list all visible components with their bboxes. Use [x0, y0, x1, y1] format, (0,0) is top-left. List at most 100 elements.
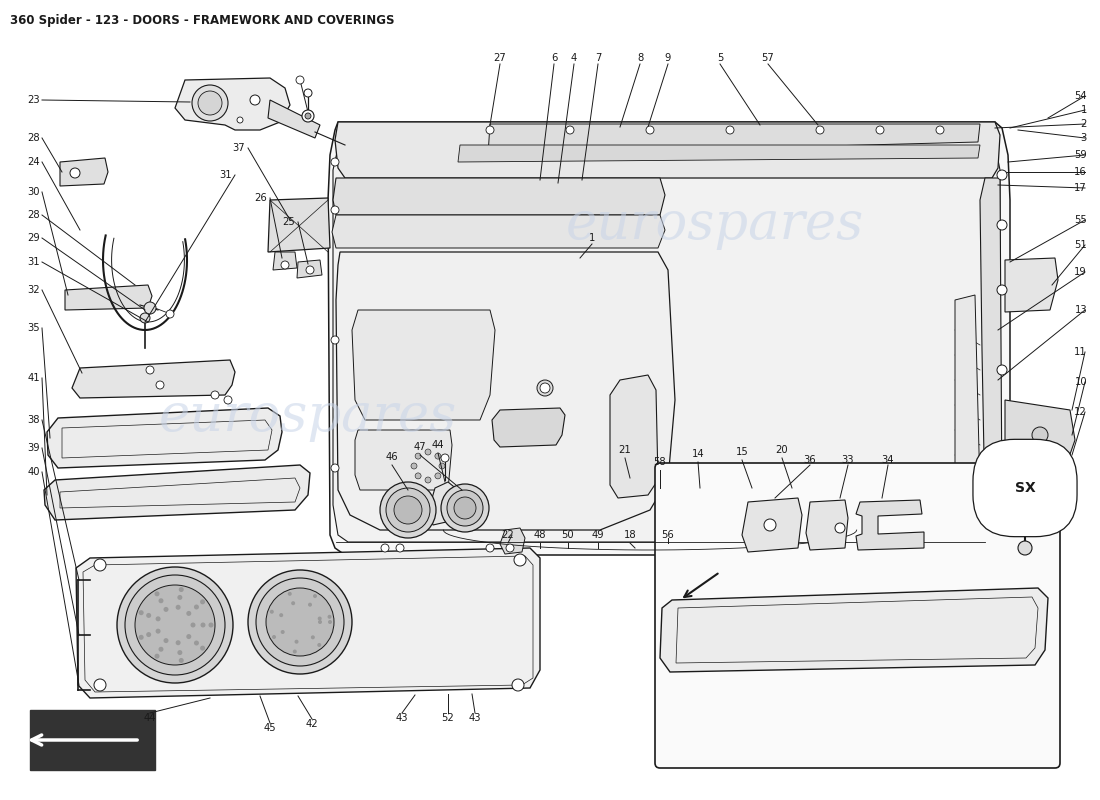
Text: 54: 54 — [1075, 91, 1087, 101]
Text: 56: 56 — [661, 530, 674, 540]
Circle shape — [311, 635, 315, 639]
Circle shape — [186, 634, 191, 639]
Text: eurospares: eurospares — [565, 198, 865, 250]
Polygon shape — [336, 252, 675, 530]
Circle shape — [135, 585, 214, 665]
Circle shape — [328, 620, 332, 624]
Circle shape — [305, 113, 311, 119]
Text: 44: 44 — [431, 440, 444, 450]
Text: 33: 33 — [842, 455, 855, 465]
Circle shape — [117, 567, 233, 683]
Text: 14: 14 — [692, 449, 704, 459]
Circle shape — [304, 89, 312, 97]
Circle shape — [415, 473, 421, 479]
Circle shape — [379, 482, 436, 538]
Circle shape — [179, 587, 184, 592]
Text: 52: 52 — [441, 713, 454, 723]
Circle shape — [302, 110, 313, 122]
Text: 16: 16 — [1075, 167, 1087, 177]
Circle shape — [288, 592, 292, 596]
Circle shape — [454, 497, 476, 519]
Circle shape — [540, 383, 550, 393]
Text: 1: 1 — [1080, 105, 1087, 115]
Circle shape — [514, 554, 526, 566]
Circle shape — [200, 622, 206, 627]
Circle shape — [200, 646, 205, 650]
Circle shape — [94, 679, 106, 691]
Text: 20: 20 — [776, 445, 789, 455]
Circle shape — [816, 126, 824, 134]
Text: 25: 25 — [283, 217, 295, 227]
Circle shape — [250, 95, 260, 105]
Text: 6: 6 — [551, 53, 558, 63]
Polygon shape — [333, 135, 1000, 542]
Polygon shape — [856, 500, 924, 550]
Polygon shape — [488, 124, 980, 155]
Circle shape — [158, 598, 164, 603]
Circle shape — [726, 126, 734, 134]
Text: 11: 11 — [1075, 347, 1087, 357]
Polygon shape — [428, 482, 462, 525]
Polygon shape — [355, 430, 452, 490]
Polygon shape — [806, 500, 848, 550]
Circle shape — [186, 611, 191, 616]
Text: 22: 22 — [502, 530, 515, 540]
Circle shape — [198, 91, 222, 115]
Circle shape — [328, 614, 331, 618]
Circle shape — [764, 519, 776, 531]
Circle shape — [425, 449, 431, 455]
Text: 40: 40 — [28, 467, 40, 477]
Circle shape — [425, 477, 431, 483]
Text: 41: 41 — [28, 373, 40, 383]
Polygon shape — [336, 122, 1000, 178]
Circle shape — [292, 602, 295, 606]
Text: 360 Spider - 123 - DOORS - FRAMEWORK AND COVERINGS: 360 Spider - 123 - DOORS - FRAMEWORK AND… — [10, 14, 395, 27]
Polygon shape — [955, 295, 980, 495]
Circle shape — [314, 594, 317, 598]
Circle shape — [997, 365, 1006, 375]
Polygon shape — [76, 548, 540, 698]
Text: 53: 53 — [1032, 455, 1044, 465]
Circle shape — [486, 126, 494, 134]
Circle shape — [192, 85, 228, 121]
Polygon shape — [610, 375, 658, 498]
Circle shape — [293, 650, 297, 654]
Circle shape — [295, 640, 298, 644]
Circle shape — [179, 658, 184, 663]
Text: 12: 12 — [1075, 407, 1087, 417]
Text: 47: 47 — [414, 442, 427, 452]
Text: 13: 13 — [1075, 305, 1087, 315]
Circle shape — [506, 544, 514, 552]
Circle shape — [411, 463, 417, 469]
Circle shape — [331, 206, 339, 214]
Circle shape — [211, 391, 219, 399]
Circle shape — [94, 559, 106, 571]
Text: 2: 2 — [1080, 119, 1087, 129]
Circle shape — [394, 496, 422, 524]
Polygon shape — [492, 408, 565, 447]
Circle shape — [256, 578, 344, 666]
Text: 23: 23 — [28, 95, 40, 105]
Text: 28: 28 — [28, 133, 40, 143]
Circle shape — [139, 610, 144, 615]
Text: 17: 17 — [1075, 183, 1087, 193]
Circle shape — [441, 454, 449, 462]
Text: 49: 49 — [592, 530, 604, 540]
Text: 4: 4 — [571, 53, 578, 63]
Polygon shape — [332, 215, 666, 248]
Circle shape — [158, 646, 164, 652]
Circle shape — [936, 126, 944, 134]
Circle shape — [537, 380, 553, 396]
Circle shape — [156, 381, 164, 389]
Circle shape — [200, 599, 205, 604]
Circle shape — [177, 595, 183, 600]
Polygon shape — [333, 178, 666, 215]
Text: 24: 24 — [28, 157, 40, 167]
Circle shape — [154, 654, 160, 658]
Circle shape — [146, 366, 154, 374]
Circle shape — [646, 126, 654, 134]
Circle shape — [194, 641, 199, 646]
Text: 19: 19 — [1075, 267, 1087, 277]
Polygon shape — [352, 310, 495, 420]
Circle shape — [997, 170, 1006, 180]
